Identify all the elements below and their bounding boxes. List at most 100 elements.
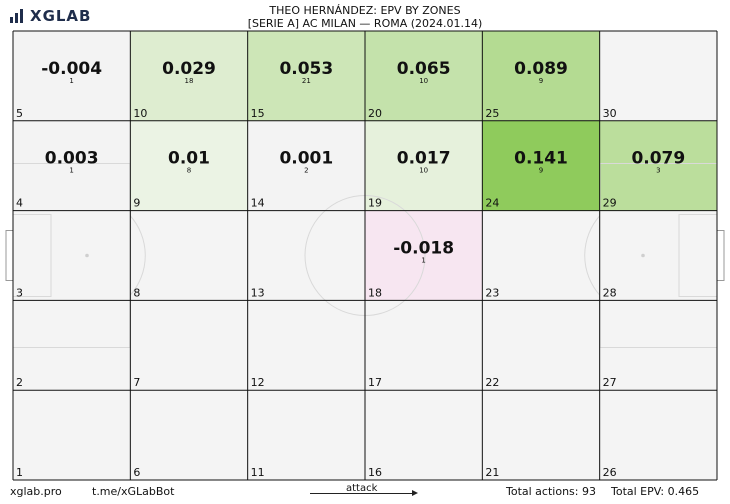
right-penalty-spot: [641, 253, 645, 258]
zone-cell-3: [13, 210, 131, 301]
zone-cell-15: [247, 31, 365, 121]
zone-number-label: 15: [251, 107, 265, 120]
zone-number-label: 29: [603, 197, 617, 210]
zone-action-count: 9: [539, 77, 543, 85]
zone-number-label: 30: [603, 107, 617, 120]
zone-cell-8: [130, 210, 248, 301]
chart-subtitle: [SERIE A] AC MILAN — ROMA (2024.01.14): [247, 16, 483, 30]
zone-cell-24: [482, 120, 600, 211]
right-penalty-arc: [584, 215, 601, 296]
zone-number-label: 16: [368, 466, 382, 479]
footer-bot-link[interactable]: t.me/xGLabBot: [92, 485, 175, 498]
zone-epv-value: -0.018: [393, 239, 454, 259]
zone-number-label: 1: [16, 466, 23, 479]
zone-number-label: 10: [133, 107, 147, 120]
zone-number-label: 14: [251, 197, 265, 210]
zone-action-count: 21: [302, 77, 311, 85]
zone-cell-13: [247, 210, 365, 301]
zone-epv-value: 0.003: [45, 149, 99, 169]
zone-cell-29: [599, 120, 717, 211]
zone-cell-30: [599, 31, 717, 121]
right-goal: [716, 230, 725, 281]
zone-action-count: 18: [185, 77, 194, 85]
zone-number-label: 21: [485, 466, 499, 479]
zone-number-label: 18: [368, 286, 382, 299]
zone-epv-value: -0.004: [41, 59, 102, 79]
zone-epv-value: 0.017: [397, 149, 451, 169]
zone-number-label: 9: [133, 197, 140, 210]
chart-title-block: THEO HERNÁNDEZ: EPV BY ZONES [SERIE A] A…: [0, 4, 730, 30]
zone-epv-value: 0.079: [631, 149, 685, 169]
zone-cell-18: [365, 210, 483, 301]
zone-cell-25: [482, 31, 600, 121]
zone-cell-4: [13, 120, 131, 211]
zone-number-label: 8: [133, 286, 140, 299]
zone-cell-27: [599, 300, 717, 391]
total-actions: Total actions: 93: [506, 485, 596, 498]
zone-action-count: 9: [539, 167, 543, 175]
attack-label: attack: [346, 483, 378, 494]
zone-cell-19: [365, 120, 483, 211]
bar-chart-icon: [10, 9, 24, 23]
zone-number-label: 24: [485, 197, 499, 210]
zone-number-label: 11: [251, 466, 265, 479]
epv-zone-heatmap: 5-0.0041100.02918150.05321200.06510250.0…: [5, 30, 725, 481]
zone-number-label: 23: [485, 286, 499, 299]
footer-site[interactable]: xglab.pro: [10, 485, 62, 498]
left-penalty-arc: [129, 215, 146, 296]
zone-cell-1: [13, 390, 131, 480]
zone-cell-17: [365, 300, 483, 391]
zone-epv-value: 0.01: [168, 149, 210, 169]
xglab-logo: XGLAB: [10, 6, 91, 26]
zone-epv-value: 0.053: [279, 59, 333, 79]
chart-title: THEO HERNÁNDEZ: EPV BY ZONES: [269, 4, 461, 17]
zone-action-count: 1: [69, 77, 73, 85]
zone-number-label: 26: [603, 466, 617, 479]
zone-number-label: 7: [133, 376, 140, 389]
zone-number-label: 2: [16, 376, 23, 389]
zone-cell-14: [247, 120, 365, 211]
zone-number-label: 12: [251, 376, 265, 389]
zone-cell-23: [482, 210, 600, 301]
zone-number-label: 5: [16, 107, 23, 120]
zone-cell-21: [482, 390, 600, 480]
zone-epv-value: 0.065: [397, 59, 451, 79]
left-goal: [5, 230, 14, 281]
zone-cell-9: [130, 120, 248, 211]
zone-cell-12: [247, 300, 365, 391]
zone-number-label: 28: [603, 286, 617, 299]
zone-number-label: 27: [603, 376, 617, 389]
zone-cell-2: [13, 300, 131, 391]
zone-action-count: 1: [421, 257, 425, 265]
zone-cell-10: [130, 31, 248, 121]
zone-number-label: 20: [368, 107, 382, 120]
zone-cell-22: [482, 300, 600, 391]
zone-epv-value: 0.089: [514, 59, 568, 79]
zone-cell-5: [13, 31, 131, 121]
zone-cell-11: [247, 390, 365, 480]
attack-arrow-icon: [310, 490, 418, 496]
zone-epv-value: 0.141: [514, 149, 568, 169]
zone-number-label: 17: [368, 376, 382, 389]
zone-epv-value: 0.001: [279, 149, 333, 169]
zone-number-label: 6: [133, 466, 140, 479]
zone-action-count: 3: [656, 167, 660, 175]
zone-action-count: 10: [419, 167, 428, 175]
zone-cell-6: [130, 390, 248, 480]
logo-text: XGLAB: [30, 7, 92, 25]
zone-number-label: 25: [485, 107, 499, 120]
zone-number-label: 3: [16, 286, 23, 299]
zone-cell-7: [130, 300, 248, 391]
zone-number-label: 22: [485, 376, 499, 389]
left-penalty-spot: [85, 253, 89, 258]
zone-action-count: 10: [419, 77, 428, 85]
zone-cell-28: [599, 210, 717, 301]
zone-number-label: 4: [16, 197, 23, 210]
zone-cell-16: [365, 390, 483, 480]
zone-action-count: 8: [187, 167, 191, 175]
zone-cell-26: [599, 390, 717, 480]
total-epv: Total EPV: 0.465: [611, 485, 700, 498]
zone-action-count: 2: [304, 167, 308, 175]
zone-cell-20: [365, 31, 483, 121]
zone-number-label: 19: [368, 197, 382, 210]
